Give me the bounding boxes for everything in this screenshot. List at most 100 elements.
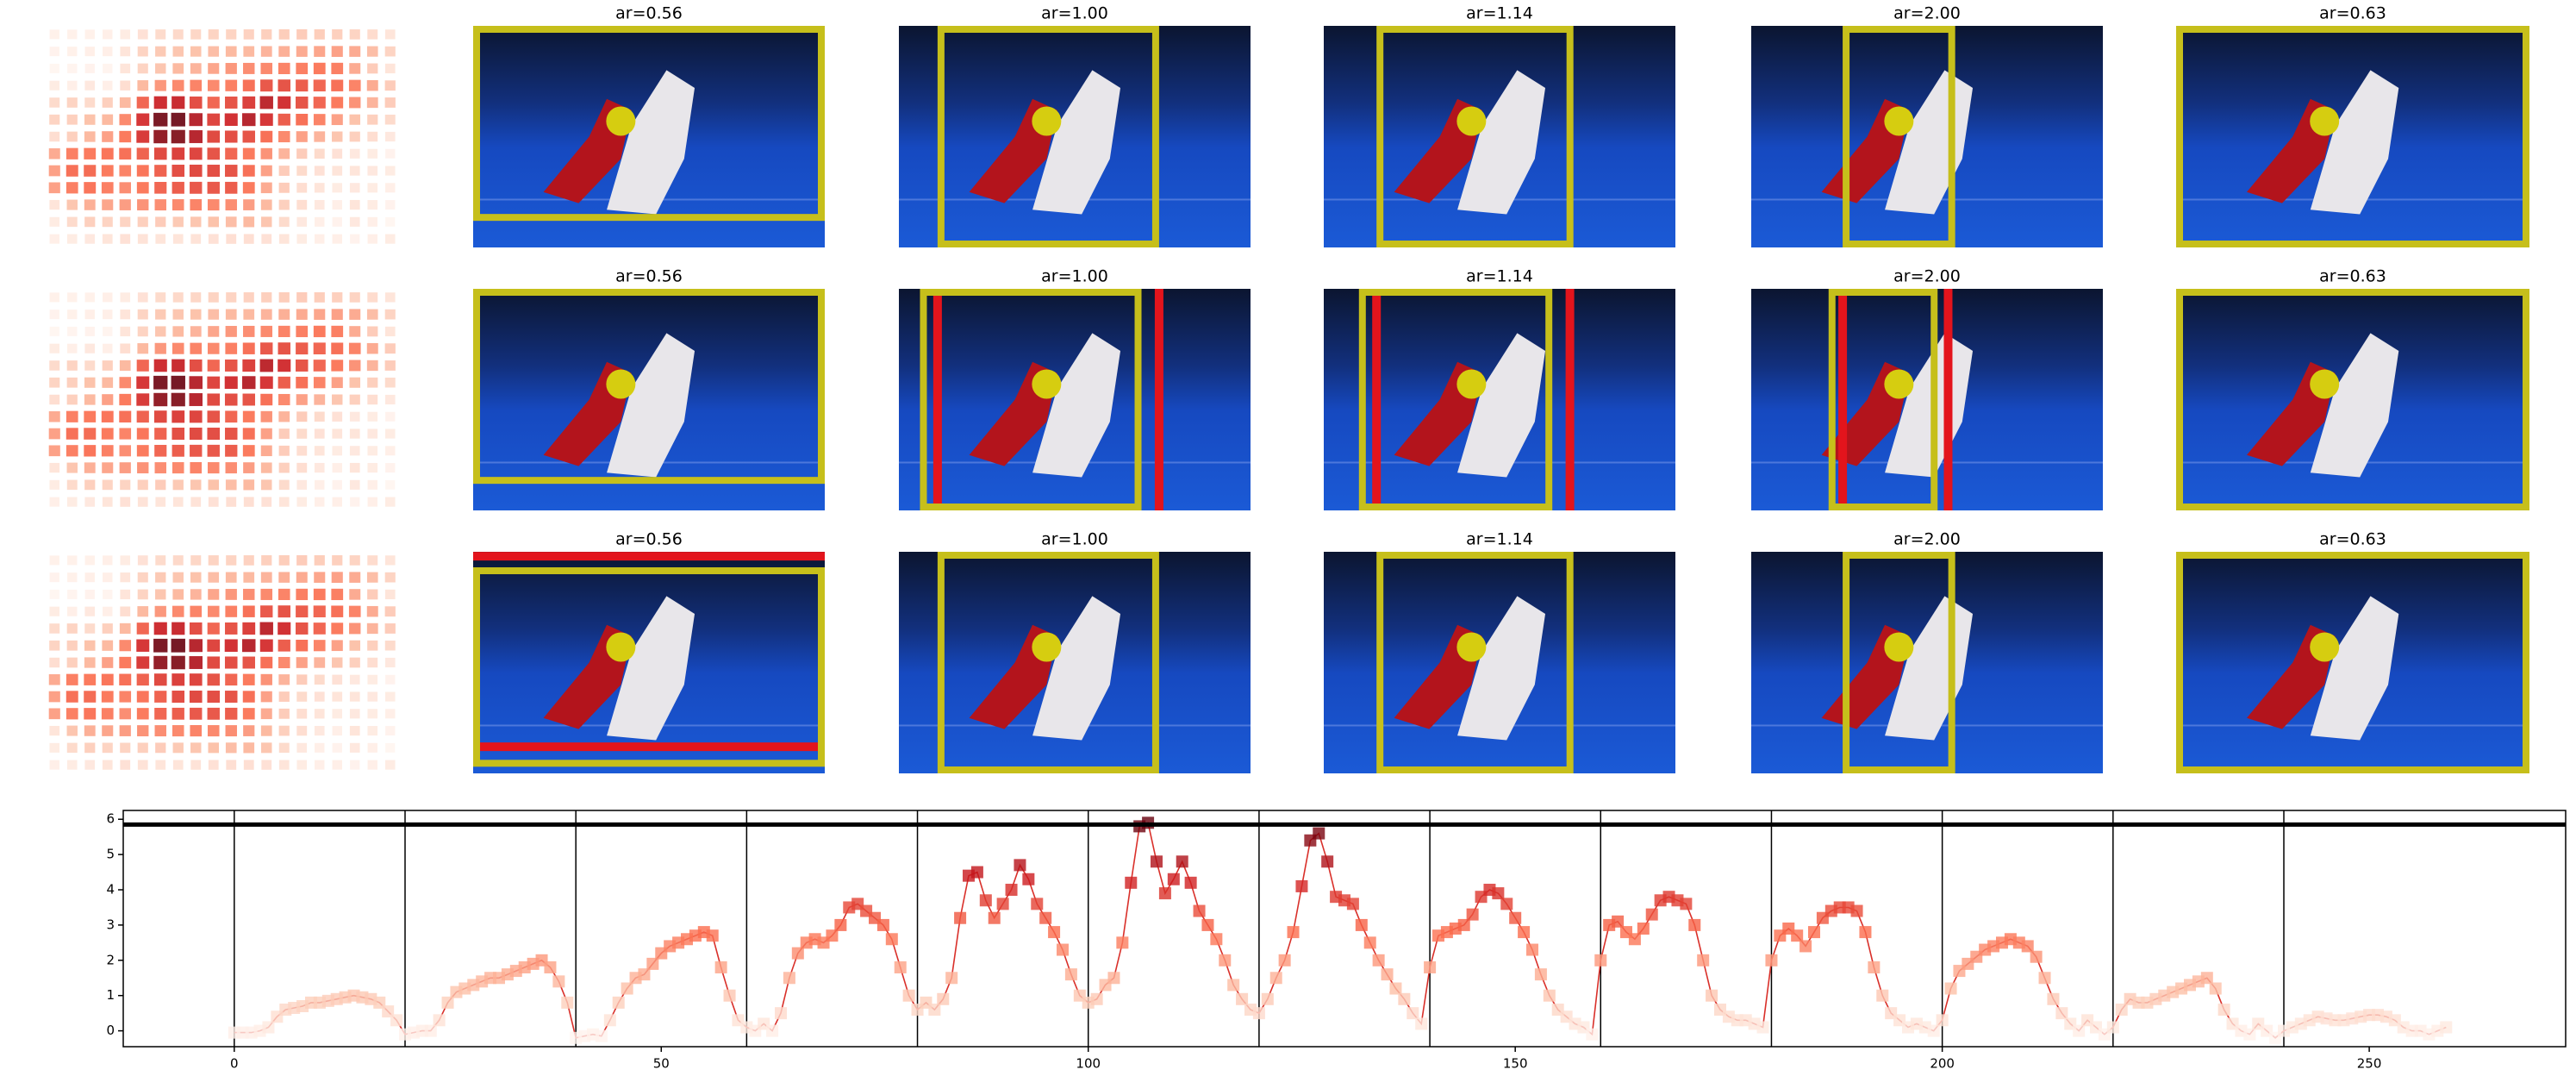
heatmap-cell bbox=[349, 657, 360, 668]
heatmap-cell bbox=[189, 690, 203, 704]
heatmap-cell bbox=[172, 589, 184, 600]
heatmap-cell bbox=[190, 589, 202, 600]
y-tick-label: 6 bbox=[106, 811, 115, 827]
marker bbox=[1457, 918, 1470, 931]
heatmap-cell bbox=[207, 360, 220, 372]
heatmap-cell bbox=[65, 691, 78, 703]
heatmap-cell bbox=[278, 445, 290, 456]
heatmap-cell bbox=[137, 760, 148, 770]
heatmap-cell bbox=[260, 147, 272, 160]
focus-point bbox=[1884, 632, 1914, 662]
heatmap-cell bbox=[242, 605, 255, 617]
panel-title: ar=2.00 bbox=[1893, 530, 1961, 549]
heatmap-cell bbox=[278, 46, 290, 57]
marker bbox=[612, 996, 625, 1009]
crop-box bbox=[1843, 552, 1955, 773]
heatmap-cell bbox=[120, 742, 131, 754]
marker bbox=[1005, 884, 1018, 897]
heatmap-cell bbox=[49, 131, 60, 142]
y-tick-label: 2 bbox=[106, 952, 115, 967]
marker bbox=[979, 894, 992, 907]
heatmap-cell bbox=[208, 326, 220, 337]
heatmap-cell bbox=[172, 572, 184, 583]
heatmap-cell bbox=[332, 148, 343, 159]
heatmap-cell bbox=[332, 446, 343, 456]
heatmap-cell bbox=[278, 62, 290, 74]
heatmap-cell bbox=[278, 234, 290, 244]
heatmap-cell bbox=[243, 234, 254, 244]
heatmap-cell bbox=[137, 462, 149, 474]
heatmap-cell bbox=[120, 216, 131, 228]
heatmap-cell bbox=[261, 497, 272, 507]
player-white bbox=[607, 596, 695, 741]
heatmap-cell bbox=[384, 623, 396, 634]
crop-box bbox=[2176, 552, 2529, 773]
heatmap-cell bbox=[366, 622, 378, 635]
heatmap-cell bbox=[154, 725, 166, 737]
heatmap-cell bbox=[243, 325, 255, 337]
heatmap-cell bbox=[190, 63, 202, 74]
heatmap-cell bbox=[49, 234, 59, 244]
heatmap-cell bbox=[367, 183, 378, 193]
heatmap-cell bbox=[314, 131, 326, 142]
photo bbox=[1751, 289, 2103, 510]
heatmap-cell bbox=[155, 29, 166, 40]
heatmap-cell bbox=[242, 165, 255, 177]
marker bbox=[1697, 954, 1710, 967]
heatmap-cell bbox=[242, 113, 256, 127]
heatmap-cell bbox=[332, 216, 342, 227]
heatmap-cell bbox=[120, 555, 131, 566]
heatmap-cell bbox=[154, 707, 167, 720]
heatmap-cell bbox=[349, 742, 360, 753]
heatmap-cell bbox=[120, 572, 131, 583]
heatmap-cell bbox=[136, 656, 150, 669]
heatmap-cell bbox=[103, 47, 113, 57]
heatmap-cell bbox=[207, 181, 220, 194]
heatmap-cell bbox=[84, 199, 96, 210]
heatmap-cell bbox=[207, 725, 220, 737]
heatmap-cell bbox=[242, 691, 255, 703]
heatmap-cell bbox=[224, 130, 238, 143]
marker bbox=[2243, 1028, 2256, 1041]
panel-title: ar=1.14 bbox=[1466, 267, 1533, 286]
heatmap-cell bbox=[314, 657, 326, 668]
heatmap-cell bbox=[367, 657, 378, 668]
heatmap-cell bbox=[119, 691, 132, 703]
heatmap-cell bbox=[314, 394, 326, 405]
heatmap-cell bbox=[314, 572, 326, 583]
heatmap-cell bbox=[332, 411, 343, 422]
heatmap-cell bbox=[242, 445, 255, 457]
heatmap-cell bbox=[385, 216, 396, 227]
marker bbox=[1201, 918, 1214, 931]
heatmap-cell bbox=[101, 428, 114, 440]
heatmap-cell bbox=[296, 62, 309, 75]
heatmap-cell bbox=[66, 760, 78, 770]
heatmap-cell bbox=[385, 183, 396, 193]
heatmap-cell bbox=[66, 199, 78, 210]
heatmap-cell bbox=[67, 80, 78, 91]
heatmap-cell bbox=[243, 572, 255, 583]
heatmap-cell bbox=[207, 376, 221, 389]
heatmap-cell bbox=[367, 234, 377, 244]
heatmap-cell bbox=[207, 639, 221, 652]
heatmap-cell bbox=[137, 606, 149, 617]
heatmap-cell bbox=[366, 79, 378, 91]
heatmap-cell bbox=[260, 62, 273, 74]
heatmap-cell bbox=[190, 292, 202, 303]
marker bbox=[2030, 950, 2043, 963]
marker bbox=[1125, 876, 1138, 889]
heatmap-cell bbox=[385, 200, 396, 210]
heatmap-cell bbox=[49, 760, 59, 770]
heatmap-cell bbox=[208, 497, 219, 507]
heatmap-cell bbox=[189, 639, 203, 653]
x-tick-label: 0 bbox=[230, 1056, 239, 1072]
heatmap-cell bbox=[278, 674, 290, 685]
heatmap-cell bbox=[119, 428, 132, 440]
heatmap-cell bbox=[225, 63, 237, 74]
heatmap-cell bbox=[225, 479, 237, 491]
crop-box bbox=[2176, 26, 2529, 247]
heatmap-cell bbox=[119, 199, 131, 210]
heatmap-cell bbox=[48, 428, 60, 440]
heatmap-cell bbox=[154, 79, 166, 91]
heatmap-cell bbox=[171, 392, 185, 407]
